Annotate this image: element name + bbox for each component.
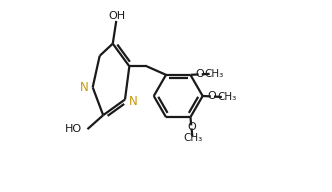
Text: HO: HO <box>65 124 82 134</box>
Text: OH: OH <box>109 11 126 21</box>
Text: CH₃: CH₃ <box>205 69 224 79</box>
Text: N: N <box>80 81 89 94</box>
Text: CH₃: CH₃ <box>217 92 236 102</box>
Text: O: O <box>208 91 216 102</box>
Text: CH₃: CH₃ <box>183 133 203 143</box>
Text: O: O <box>187 122 196 132</box>
Text: O: O <box>196 69 205 79</box>
Text: N: N <box>129 95 137 108</box>
